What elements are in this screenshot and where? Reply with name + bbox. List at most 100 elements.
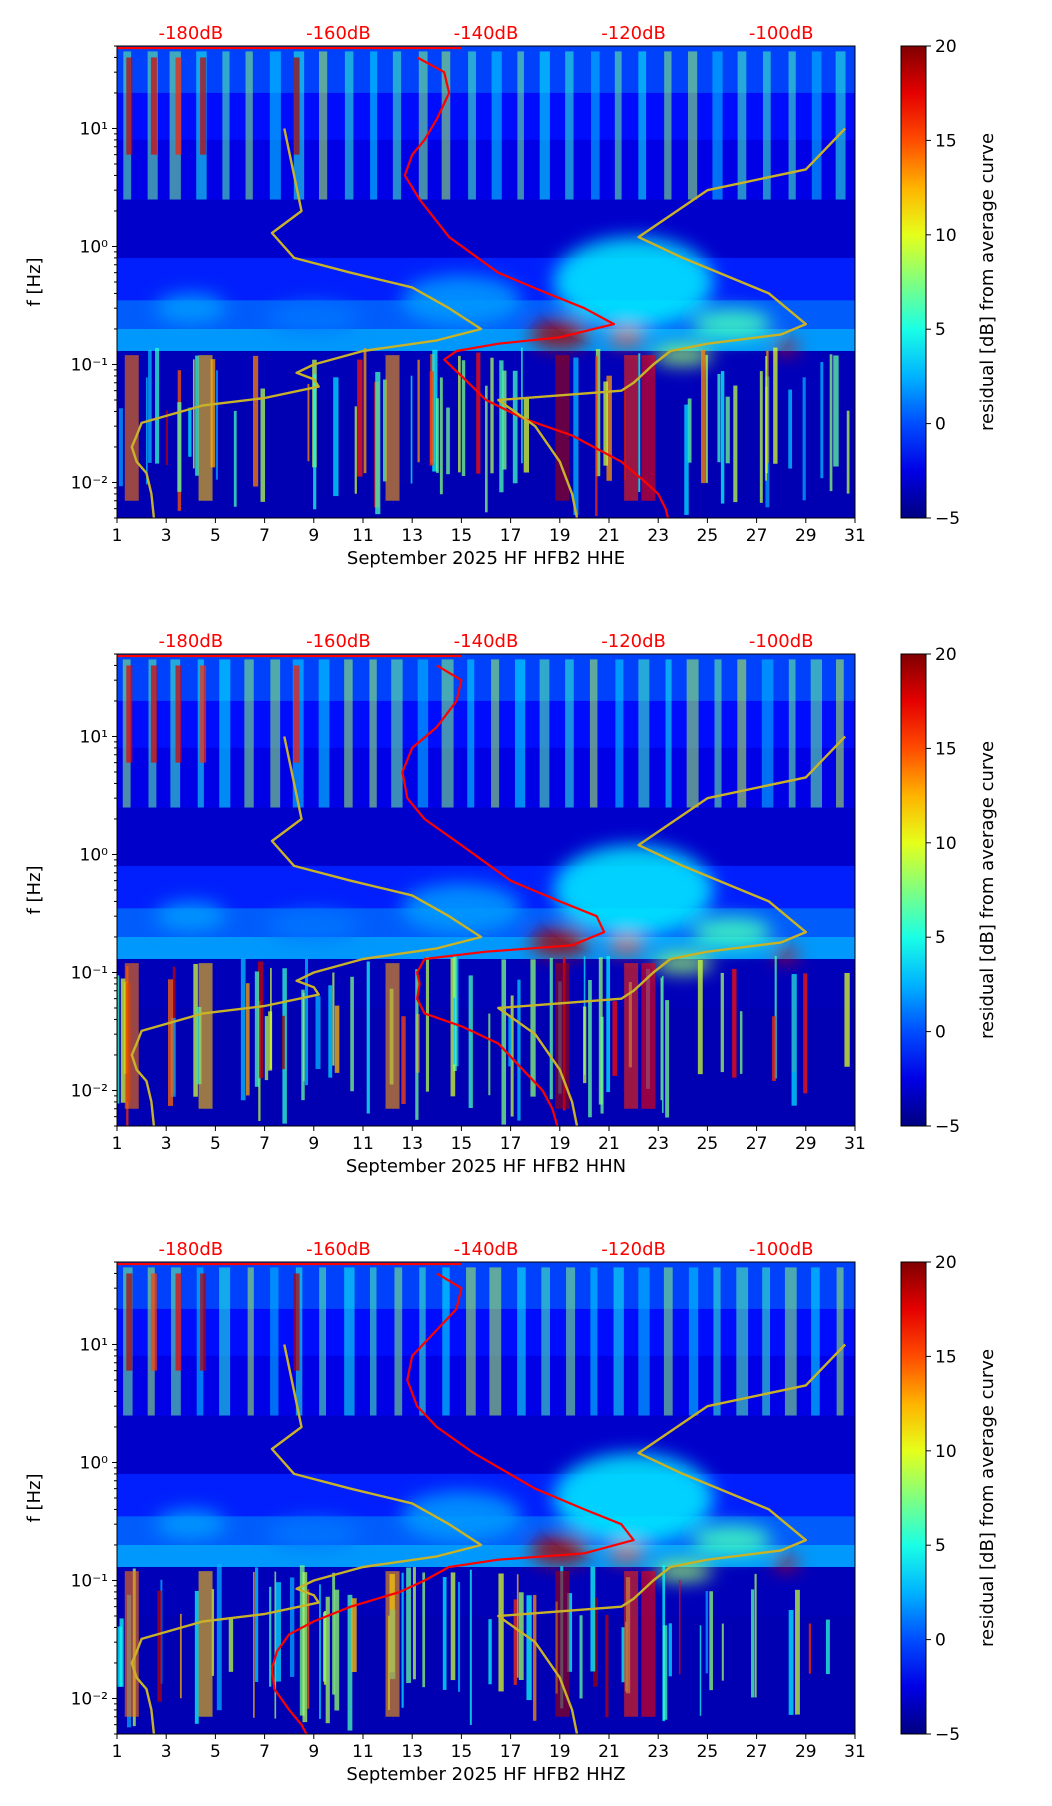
colorbar-label: residual [dB] from average curve [977, 1349, 998, 1647]
y-tick-label: 10⁻¹ [71, 963, 108, 983]
x-tick-label: 27 [746, 526, 768, 546]
db-label: -180dB [158, 23, 223, 44]
x-tick-label: 31 [844, 1742, 866, 1762]
db-label: -160dB [306, 23, 371, 44]
y-tick-label: 10¹ [80, 119, 108, 139]
x-tick-label: 11 [352, 526, 374, 546]
x-tick-label: 29 [795, 526, 817, 546]
x-tick-label: 27 [746, 1134, 768, 1154]
colorbar-tick-label: 10 [935, 1442, 957, 1462]
x-tick-label: 19 [549, 1134, 571, 1154]
y-tick-label: 10¹ [80, 1335, 108, 1355]
y-axis: 10⁻² 10⁻¹ 10⁰ 10¹ [71, 1261, 117, 1735]
y-tick-label: 10⁰ [80, 237, 109, 257]
x-tick-label: 23 [647, 1134, 669, 1154]
x-tick-label: 25 [697, 526, 719, 546]
colorbar-tick-label: 10 [935, 226, 957, 246]
noise-model-curve [130, 736, 483, 1126]
top-db-axis: -180dB -160dB -140dB -120dB -100dB [158, 23, 813, 44]
colorbar: −5 0 5 10 15 20 residual [dB] from average cur… [900, 1253, 998, 1745]
x-tick-label: 13 [401, 1134, 423, 1154]
x-tick-label: 1 [112, 1134, 123, 1154]
noise-model-curve [130, 128, 483, 518]
colorbar-tick-label: −5 [935, 509, 960, 529]
x-tick-label: 25 [697, 1134, 719, 1154]
colorbar-tick-label: 15 [935, 131, 957, 151]
y-axis-label: f [Hz] [24, 257, 45, 306]
spectrogram-image [117, 1262, 855, 1734]
top-db-axis: -180dB -160dB -140dB -120dB -100dB [158, 1239, 813, 1260]
colorbar-tick-label: 20 [935, 645, 957, 665]
noise-level-curve [401, 664, 606, 1126]
x-tick-label: 5 [210, 1742, 221, 1762]
x-tick-label: 17 [500, 1134, 522, 1154]
x-tick-label: 9 [308, 1742, 319, 1762]
colorbar-tick-label: 5 [935, 320, 946, 340]
colorbar-tick-label: 20 [935, 1253, 957, 1273]
colorbar-tick-label: −5 [935, 1725, 960, 1745]
y-axis: 10⁻² 10⁻¹ 10⁰ 10¹ [71, 45, 117, 519]
noise-level-curve [270, 1272, 635, 1734]
x-axis: 1 3 5 7 9 11 13 15 17 19 21 23 25 27 29 31 [112, 1734, 866, 1762]
x-axis-label: September 2025 HF HFB2 HHZ [346, 1764, 625, 1785]
x-tick-label: 5 [210, 1134, 221, 1154]
colorbar-tick-label: 20 [935, 37, 957, 57]
y-tick-label: 10¹ [80, 727, 108, 747]
db-label: -120dB [601, 1239, 666, 1260]
colorbar-tick-label: 15 [935, 739, 957, 759]
x-tick-label: 15 [451, 526, 473, 546]
x-tick-label: 19 [549, 1742, 571, 1762]
db-label: -140dB [454, 631, 519, 652]
colorbar-tick-label: 5 [935, 1536, 946, 1556]
spectrogram-image [117, 46, 855, 518]
x-tick-label: 3 [161, 1742, 172, 1762]
colorbar: −5 0 5 10 15 20 residual [dB] from average cur… [900, 37, 998, 529]
y-tick-label: 10⁻¹ [71, 355, 108, 375]
noise-model-curve [130, 1344, 483, 1734]
db-label: -140dB [454, 1239, 519, 1260]
y-tick-label: 10⁰ [80, 845, 109, 865]
x-tick-label: 15 [451, 1742, 473, 1762]
y-tick-label: 10⁰ [80, 1453, 109, 1473]
db-label: -160dB [306, 1239, 371, 1260]
x-axis: 1 3 5 7 9 11 13 15 17 19 21 23 25 27 29 31 [112, 518, 866, 546]
db-label: -180dB [158, 1239, 223, 1260]
x-tick-label: 29 [795, 1134, 817, 1154]
x-tick-label: 19 [549, 526, 571, 546]
x-tick-label: 31 [844, 526, 866, 546]
x-tick-label: 21 [598, 1134, 620, 1154]
db-label: -100dB [749, 23, 814, 44]
x-axis: 1 3 5 7 9 11 13 15 17 19 21 23 25 27 29 31 [112, 1126, 866, 1154]
colorbar: −5 0 5 10 15 20 residual [dB] from average cur… [900, 645, 998, 1137]
x-tick-label: 7 [259, 1742, 270, 1762]
colorbar-tick-label: 0 [935, 1023, 946, 1043]
x-tick-label: 23 [647, 1742, 669, 1762]
noise-model-curve [497, 127, 847, 518]
x-tick-label: 23 [647, 526, 669, 546]
x-tick-label: 13 [401, 1742, 423, 1762]
colorbar-tick-label: 5 [935, 928, 946, 948]
x-tick-label: 15 [451, 1134, 473, 1154]
noise-model-curve [497, 735, 847, 1126]
x-tick-label: 1 [112, 526, 123, 546]
x-tick-label: 9 [308, 526, 319, 546]
colorbar-tick-label: 15 [935, 1347, 957, 1367]
x-axis-label: September 2025 HF HFB2 HHE [347, 548, 625, 569]
x-tick-label: 5 [210, 526, 221, 546]
x-tick-label: 3 [161, 526, 172, 546]
x-tick-label: 1 [112, 1742, 123, 1762]
x-tick-label: 11 [352, 1742, 374, 1762]
db-label: -120dB [601, 23, 666, 44]
y-axis-label: f [Hz] [24, 1473, 45, 1522]
db-label: -120dB [601, 631, 666, 652]
colorbar-label: residual [dB] from average curve [977, 133, 998, 431]
db-label: -100dB [749, 1239, 814, 1260]
noise-level-curve [403, 56, 670, 518]
x-tick-label: 3 [161, 1134, 172, 1154]
x-tick-label: 21 [598, 526, 620, 546]
y-tick-label: 10⁻² [71, 1081, 108, 1101]
